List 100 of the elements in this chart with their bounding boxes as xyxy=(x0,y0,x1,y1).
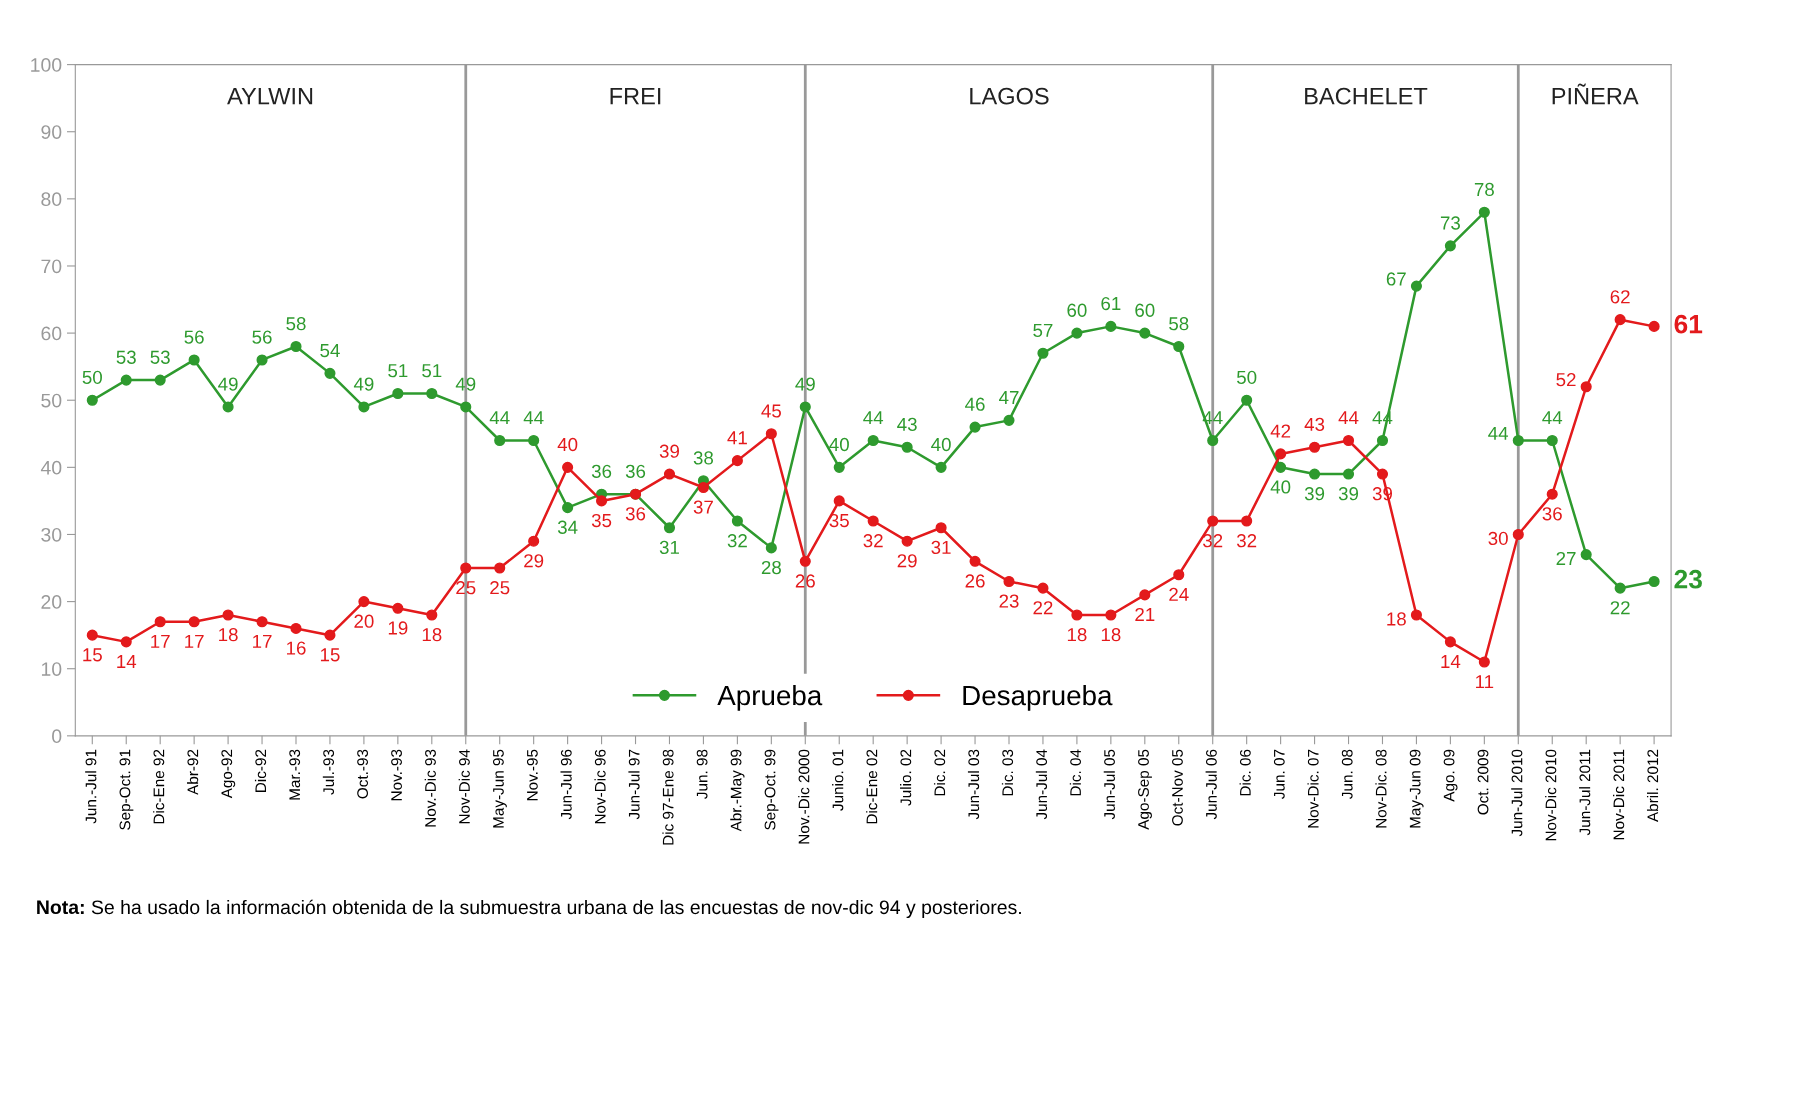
data-label: 30 xyxy=(1488,531,1508,546)
data-label: 35 xyxy=(829,513,849,528)
point xyxy=(935,461,947,473)
data-label: 49 xyxy=(455,377,476,391)
point xyxy=(1173,569,1185,581)
data-label: 21 xyxy=(1135,607,1155,621)
data-label: 57 xyxy=(1033,323,1053,338)
data-label: 56 xyxy=(184,330,204,344)
data-label: 25 xyxy=(456,581,476,595)
data-label: 18 xyxy=(219,628,238,642)
data-label: 18 xyxy=(1387,612,1406,626)
annotation: PIÑERA xyxy=(1552,83,1639,105)
point xyxy=(1275,461,1287,473)
x-tick-label: Jun. 08 xyxy=(1341,749,1353,799)
point xyxy=(765,542,777,554)
data-label: 44 xyxy=(523,411,544,425)
x-tick-label: Oct. 2009 xyxy=(1477,749,1489,815)
point xyxy=(358,401,370,413)
data-label: 18 xyxy=(422,628,442,642)
point xyxy=(1444,636,1456,648)
x-tick-label: Jun-Jul 03 xyxy=(967,749,980,820)
point xyxy=(799,555,811,567)
data-label: 18 xyxy=(1067,628,1087,642)
point xyxy=(1173,340,1185,353)
x-tick-label: Jun. 07 xyxy=(1273,749,1285,799)
point xyxy=(222,401,234,413)
point xyxy=(426,387,438,400)
data-label: 61 xyxy=(1674,314,1703,334)
point xyxy=(1003,575,1015,588)
point xyxy=(867,515,879,527)
y-tick-label: 70 xyxy=(41,259,62,274)
point xyxy=(562,502,574,514)
point xyxy=(1512,528,1524,541)
x-tick-label: Jun. 98 xyxy=(696,749,708,799)
data-label: 52 xyxy=(1556,373,1576,387)
x-tick-label: Mar.-93 xyxy=(289,749,301,800)
x-tick-label: Dic. 02 xyxy=(933,749,946,796)
point xyxy=(901,441,913,453)
data-label: 36 xyxy=(1542,507,1562,521)
data-label: 36 xyxy=(625,507,646,521)
x-tick-label: Jun-Jul 06 xyxy=(1205,749,1217,820)
data-label: 22 xyxy=(1610,601,1630,615)
data-label: 60 xyxy=(1135,303,1155,317)
point xyxy=(358,596,370,608)
data-label: 56 xyxy=(252,330,272,344)
point xyxy=(935,522,947,534)
point xyxy=(901,535,913,547)
data-label: 23 xyxy=(999,594,1019,608)
point xyxy=(1309,441,1321,453)
x-tick-label: Jul.-93 xyxy=(322,749,335,795)
point xyxy=(528,535,540,547)
data-label: 40 xyxy=(557,437,578,452)
point xyxy=(833,495,845,507)
data-label: 32 xyxy=(1236,534,1257,548)
point xyxy=(460,562,472,574)
data-label: 44 xyxy=(1338,411,1359,425)
data-label: 53 xyxy=(150,350,170,364)
point xyxy=(1105,609,1117,621)
data-label: 22 xyxy=(1033,601,1053,615)
point xyxy=(969,555,981,567)
data-label: 37 xyxy=(693,500,713,514)
data-label: 24 xyxy=(1169,587,1189,601)
data-label: 39 xyxy=(1304,487,1325,501)
point xyxy=(188,616,200,628)
data-label: 31 xyxy=(659,540,679,555)
data-label: 15 xyxy=(83,648,102,662)
data-label: 51 xyxy=(388,364,408,378)
annotation: FREI xyxy=(610,88,661,105)
data-label: 17 xyxy=(253,634,272,648)
point xyxy=(324,629,336,641)
data-label: 35 xyxy=(591,513,612,528)
x-tick-label: Nov.-Dic 93 xyxy=(424,749,436,827)
data-label: 18 xyxy=(1101,628,1121,642)
x-tick-label: Jun.-Jul 91 xyxy=(85,749,97,824)
point xyxy=(1139,327,1151,339)
x-tick-label: Dic-92 xyxy=(254,749,267,792)
data-label: 39 xyxy=(659,444,680,458)
point xyxy=(969,421,981,433)
x-tick-label: Abr-92 xyxy=(187,749,199,795)
point xyxy=(1478,656,1490,668)
point xyxy=(494,562,506,574)
point xyxy=(1071,327,1083,339)
point xyxy=(188,354,200,366)
x-tick-label: Jun-Jul 97 xyxy=(628,749,640,820)
data-label: 29 xyxy=(897,554,917,568)
x-tick-label: Nov-Dic 94 xyxy=(458,749,470,824)
x-tick-label: Dic. 06 xyxy=(1239,749,1251,796)
y-tick-label: 10 xyxy=(41,662,62,676)
x-tick-label: Nov.-93 xyxy=(391,749,402,801)
data-label: 49 xyxy=(353,377,374,391)
data-label: 43 xyxy=(897,417,917,431)
point xyxy=(290,622,302,634)
data-label: 34 xyxy=(557,520,578,534)
x-tick-label: Julio. 02 xyxy=(900,749,912,806)
point xyxy=(1546,434,1558,447)
x-tick-label: Abril. 2012 xyxy=(1646,749,1659,823)
point xyxy=(1648,575,1660,588)
point xyxy=(154,616,166,628)
point xyxy=(1648,320,1660,332)
point xyxy=(1546,488,1558,500)
